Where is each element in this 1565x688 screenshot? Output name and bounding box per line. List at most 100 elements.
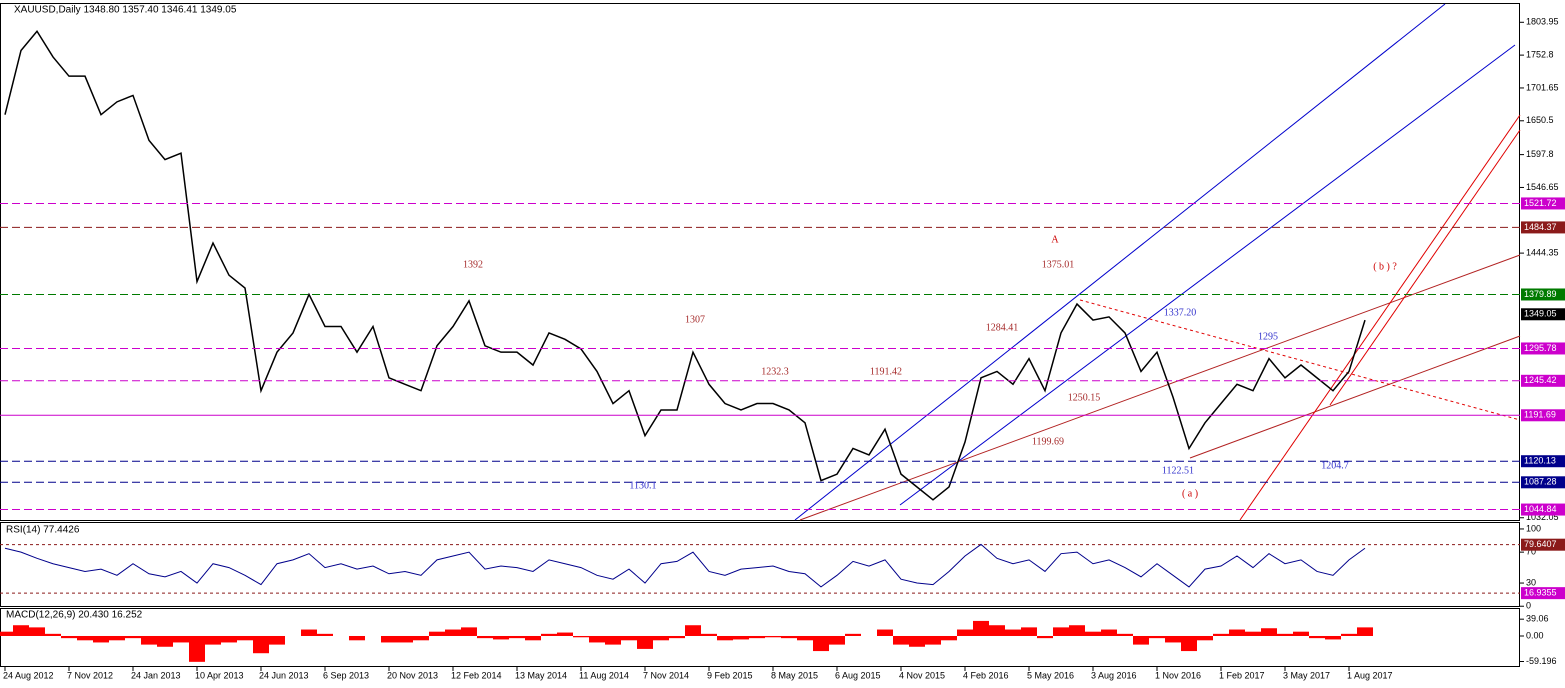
macd-bar <box>973 620 989 636</box>
macd-bar <box>701 633 717 636</box>
macd-bar <box>605 635 621 645</box>
macd-bar <box>237 635 253 641</box>
x-tick-label: 24 Aug 2012 <box>3 670 54 680</box>
macd-bar <box>957 629 973 636</box>
x-tick-label: 24 Jun 2013 <box>259 670 309 680</box>
wave-label: 1232.3 <box>761 366 789 377</box>
macd-bar <box>909 635 925 647</box>
macd-bar <box>477 635 493 639</box>
level-tag <box>1521 308 1565 321</box>
macd-bar <box>157 635 173 647</box>
macd-title: MACD(12,26,9) 20.430 16.252 <box>6 610 143 621</box>
level-label: 1044.84 <box>1524 504 1557 514</box>
macd-bar <box>573 635 589 638</box>
macd-bar <box>1181 635 1197 652</box>
level-label: 1191.69 <box>1524 410 1556 420</box>
x-tick-label: 20 Nov 2013 <box>387 670 438 680</box>
level-label: 1379.89 <box>1524 289 1557 299</box>
macd-bar <box>525 635 541 641</box>
macd-bar <box>1037 635 1053 639</box>
macd-bar <box>1261 628 1277 636</box>
macd-bar <box>989 625 1005 636</box>
macd-bar <box>381 635 397 643</box>
macd-bar <box>1197 635 1213 641</box>
y-tick-label: 39.06 <box>1526 614 1549 624</box>
rsi-title: RSI(14) 77.4426 <box>6 525 80 536</box>
trend-line <box>1239 114 1521 521</box>
macd-bar <box>733 635 749 640</box>
macd-bar <box>1341 633 1357 636</box>
price-panel <box>0 3 1520 521</box>
macd-bar <box>893 635 909 645</box>
x-tick-label: 4 Nov 2015 <box>899 670 945 680</box>
trend-line <box>1329 129 1521 406</box>
x-tick-label: 24 Jan 2013 <box>131 670 181 680</box>
macd-bar <box>269 635 285 645</box>
macd-bar <box>1309 635 1325 639</box>
macd-bar <box>1149 635 1165 639</box>
macd-bar <box>845 633 861 636</box>
y-tick-label: 70 <box>1526 547 1536 557</box>
wave-label: 1284.41 <box>986 322 1019 333</box>
wave-label: 1392 <box>463 259 483 270</box>
channel-line <box>899 44 1516 506</box>
wave-label: 1295 <box>1258 331 1278 342</box>
price-line <box>4 543 1366 588</box>
y-tick-label: 1444.35 <box>1526 247 1559 257</box>
macd-bar <box>1229 629 1245 636</box>
macd-bar <box>413 635 429 641</box>
x-tick-label: 13 May 2014 <box>515 670 567 680</box>
macd-bar <box>429 631 445 636</box>
level-tag <box>1521 221 1565 234</box>
macd-panel <box>0 608 1520 667</box>
wave-label: ( b ) ? <box>1373 261 1397 272</box>
macd-bar <box>765 635 781 638</box>
macd-bar <box>1133 635 1149 645</box>
y-tick-label: 1032.05 <box>1526 512 1559 522</box>
macd-bar <box>317 633 333 636</box>
macd-bar <box>877 629 893 636</box>
macd-bar <box>461 627 477 636</box>
macd-bar <box>173 635 189 643</box>
x-tick-label: 6 Sep 2013 <box>323 670 369 680</box>
price-title: XAUUSD,Daily 1348.80 1357.40 1346.41 134… <box>14 5 237 16</box>
x-tick-label: 9 Feb 2015 <box>707 670 753 680</box>
y-tick-label: 1701.65 <box>1526 82 1559 92</box>
macd-bar <box>717 635 733 641</box>
level-tag <box>1521 476 1565 489</box>
wave-label: 1375.01 <box>1042 259 1075 270</box>
wave-label: 1337.20 <box>1164 307 1197 318</box>
macd-bar <box>589 635 605 643</box>
trend-line <box>1079 299 1521 421</box>
level-tag <box>1521 342 1565 355</box>
wave-label: 1250.15 <box>1068 392 1101 403</box>
level-label: 1521.72 <box>1524 198 1557 208</box>
x-tick-label: 12 Feb 2014 <box>451 670 502 680</box>
level-label: 1295.78 <box>1524 343 1557 353</box>
x-tick-label: 7 Nov 2014 <box>643 670 689 680</box>
y-tick-label: -59.196 <box>1526 656 1557 666</box>
level-label: 1120.13 <box>1524 456 1556 466</box>
macd-bar <box>1277 633 1293 636</box>
y-tick-label: 1803.95 <box>1526 17 1559 27</box>
macd-bar <box>397 635 413 643</box>
macd-bar <box>637 635 653 649</box>
level-tag <box>1521 455 1565 468</box>
trendlines <box>794 3 1521 521</box>
macd-bar <box>1085 631 1101 636</box>
macd-bar <box>109 635 125 641</box>
macd-bar <box>829 635 845 645</box>
level-tag <box>1521 538 1565 551</box>
x-tick-label: 6 Aug 2015 <box>835 670 881 680</box>
y-tick-label: 1546.65 <box>1526 182 1559 192</box>
macd-bar <box>93 635 109 643</box>
macd-bar <box>669 635 685 639</box>
macd-bar <box>45 633 61 636</box>
macd-bar <box>349 635 365 641</box>
x-tick-label: 7 Nov 2012 <box>67 670 113 680</box>
y-tick-label: 1597.8 <box>1526 149 1554 159</box>
x-tick-label: 1 Nov 2016 <box>1155 670 1201 680</box>
level-tag <box>1521 409 1565 422</box>
